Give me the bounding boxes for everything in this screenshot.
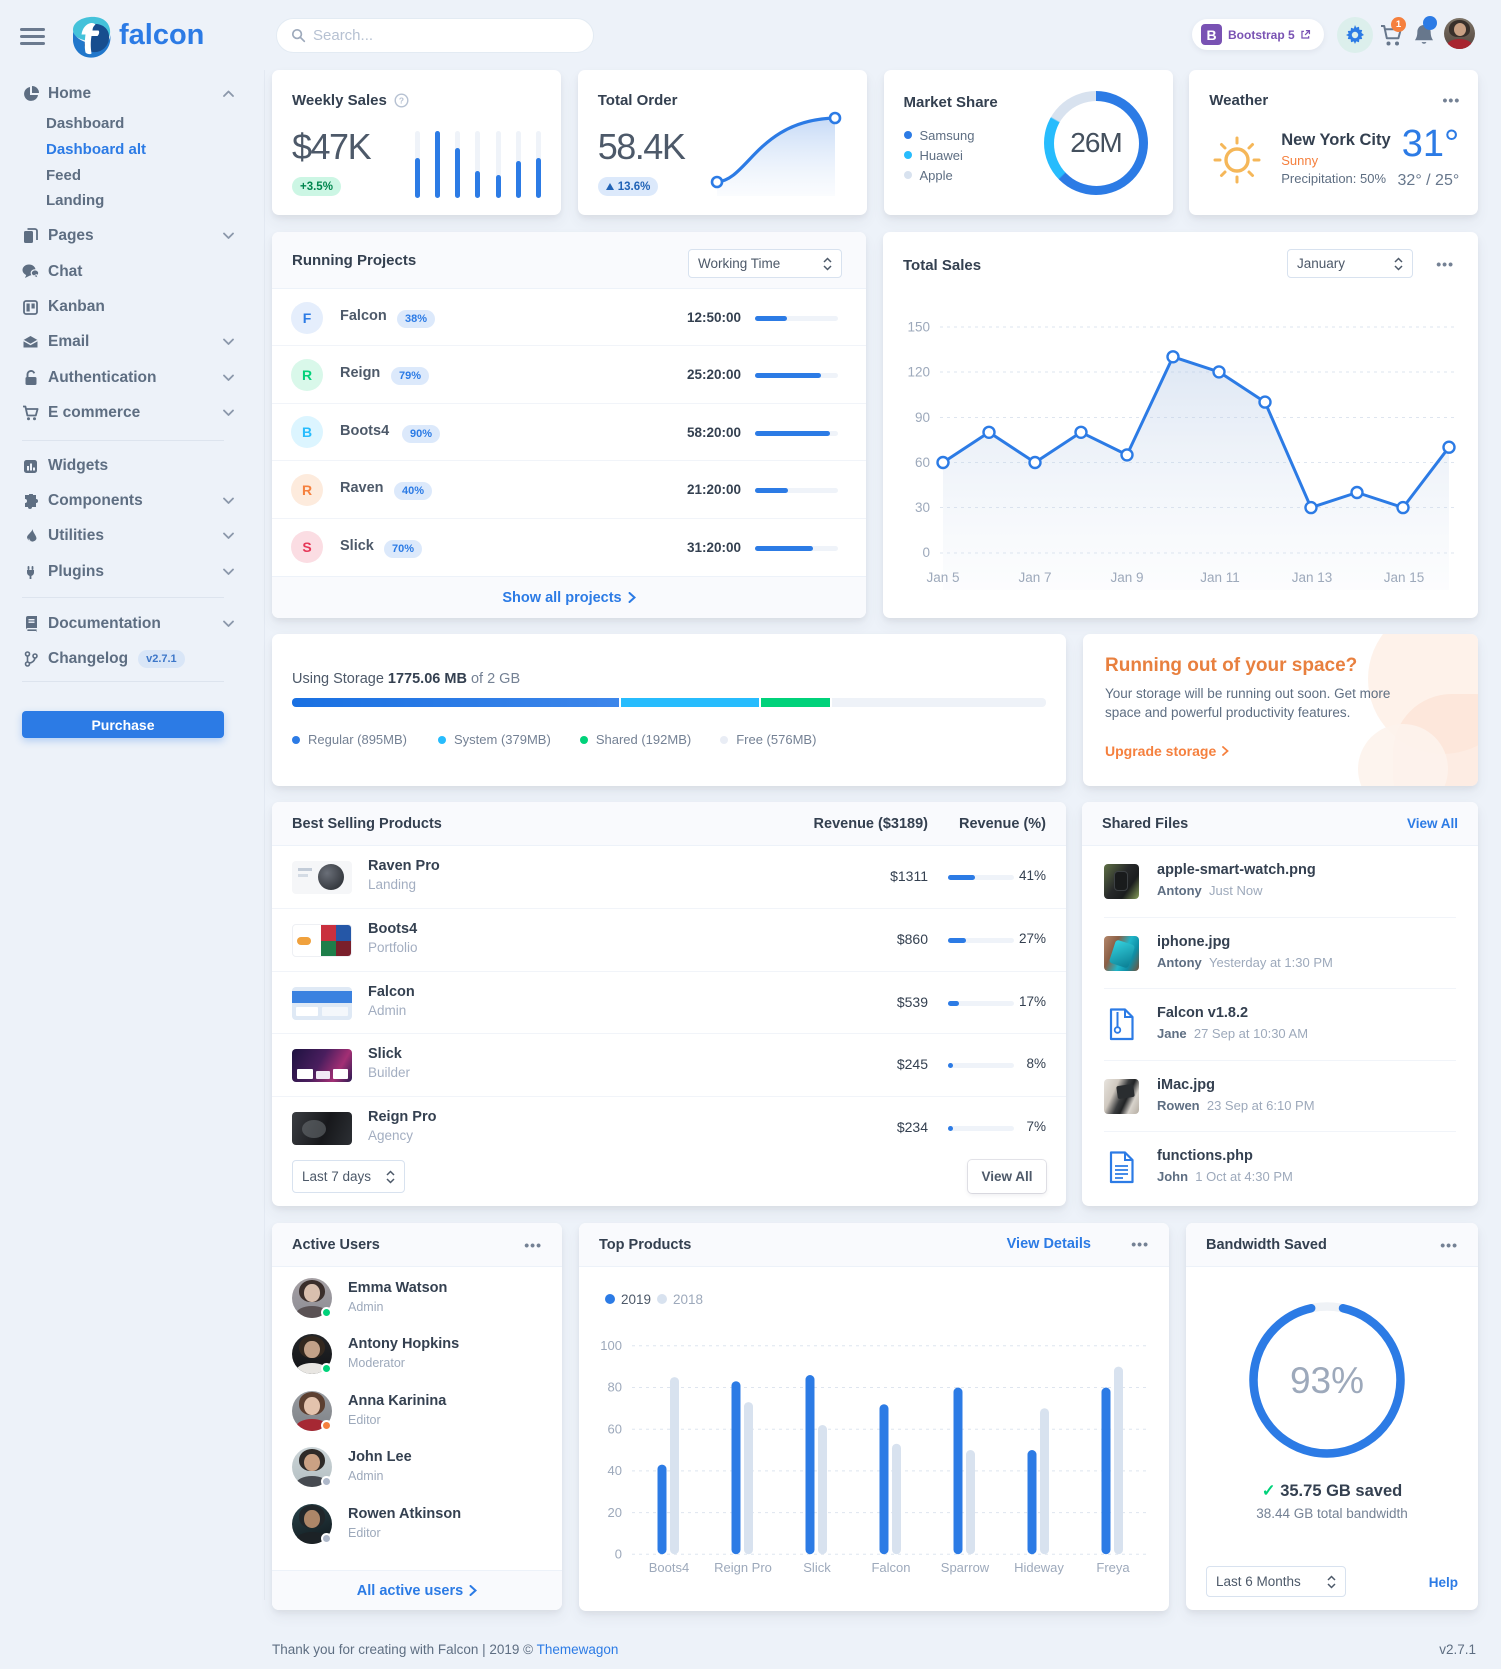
- svg-text:?: ?: [399, 95, 404, 105]
- svg-text:Jan 15: Jan 15: [1384, 570, 1425, 585]
- svg-text:Reign Pro: Reign Pro: [714, 1560, 772, 1575]
- svg-text:0: 0: [922, 545, 930, 560]
- svg-text:Sparrow: Sparrow: [941, 1560, 990, 1575]
- svg-text:Jan 7: Jan 7: [1018, 570, 1051, 585]
- svg-text:Boots4: Boots4: [649, 1560, 689, 1575]
- svg-text:100: 100: [600, 1338, 622, 1353]
- svg-text:120: 120: [907, 365, 930, 380]
- svg-text:60: 60: [608, 1421, 622, 1436]
- svg-text:Jan 5: Jan 5: [926, 570, 959, 585]
- svg-text:20: 20: [608, 1505, 622, 1520]
- svg-text:Slick: Slick: [803, 1560, 831, 1575]
- svg-text:40: 40: [608, 1463, 622, 1478]
- svg-text:0: 0: [615, 1547, 622, 1562]
- svg-text:60: 60: [915, 455, 930, 470]
- svg-text:Jan 13: Jan 13: [1292, 570, 1333, 585]
- svg-text:30: 30: [915, 500, 930, 515]
- svg-text:80: 80: [608, 1380, 622, 1395]
- svg-text:Hideway: Hideway: [1014, 1560, 1064, 1575]
- svg-text:Falcon: Falcon: [871, 1560, 910, 1575]
- svg-text:Jan 9: Jan 9: [1110, 570, 1143, 585]
- svg-text:Jan 11: Jan 11: [1200, 570, 1240, 585]
- svg-text:Freya: Freya: [1096, 1560, 1130, 1575]
- svg-text:93%: 93%: [1290, 1360, 1364, 1401]
- svg-text:150: 150: [907, 320, 930, 335]
- svg-text:2018: 2018: [673, 1292, 703, 1307]
- svg-text:90: 90: [915, 410, 930, 425]
- svg-text:2019: 2019: [621, 1292, 651, 1307]
